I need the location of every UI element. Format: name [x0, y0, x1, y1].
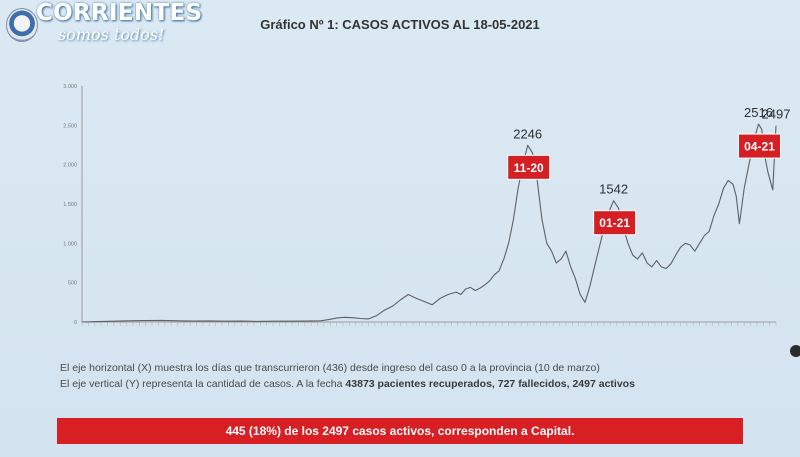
y-axis-ticks: 0 500 1.000 1.500 2.000 2.500 3.000 [63, 84, 77, 326]
peak-value-label: 2246 [513, 126, 542, 141]
x-axis-note: El eje horizontal (X) muestra los días q… [60, 362, 600, 374]
peak-value-label: 1542 [599, 182, 628, 197]
province-seal-icon [6, 8, 38, 42]
y-tick-label: 3.000 [63, 84, 77, 90]
y-tick-label: 0 [74, 320, 77, 326]
chart-axes [81, 86, 776, 323]
y-tick-label: 1.500 [63, 202, 77, 208]
y-tick-label: 500 [68, 281, 77, 287]
y-axis-note: El eje vertical (Y) representa la cantid… [60, 378, 635, 390]
capital-cases-banner: 445 (18%) de los 2497 casos activos, cor… [57, 418, 743, 444]
y-axis-note-prefix: El eje vertical (Y) representa la cantid… [60, 378, 346, 390]
x-axis-ticks [81, 322, 777, 326]
peak-date-label: 11-20 [514, 161, 544, 175]
logo-wordmark: CORRIENTES [36, 0, 203, 26]
peak-date-badge [507, 154, 551, 180]
peak-value-label: 2516 [744, 105, 773, 120]
y-axis-note-stats: 43873 pacientes recuperados, 727 falleci… [345, 378, 635, 390]
peak-date-label: 01-21 [599, 216, 630, 230]
peak-date-badge [737, 133, 781, 159]
edge-knob [790, 345, 800, 357]
peak-value-label: 2497 [762, 107, 791, 122]
series-line [81, 123, 777, 323]
y-tick-label: 2.000 [63, 163, 77, 169]
peak-date-label: 04-21 [744, 140, 775, 154]
y-tick-label: 2.500 [63, 123, 77, 129]
peak-date-badge [593, 210, 637, 236]
corrientes-logo: CORRIENTES somos todos! [2, 0, 202, 50]
logo-tagline: somos todos! [58, 25, 165, 44]
chart-series [81, 123, 777, 323]
y-tick-label: 1.000 [63, 241, 77, 247]
chart-annotations: 2246 11-20 1542 01-21 2516 04-21 2497 [507, 105, 791, 236]
chart-title: Gráfico Nº 1: CASOS ACTIVOS AL 18-05-202… [260, 17, 540, 32]
